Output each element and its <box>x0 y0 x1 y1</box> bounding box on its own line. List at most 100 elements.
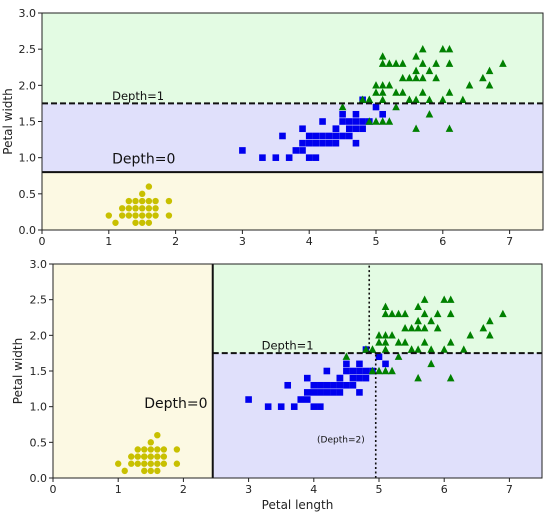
versicolor-point <box>352 110 360 118</box>
depth-annotation: Depth=1 <box>262 339 314 353</box>
y-tick-label: 3.0 <box>30 258 48 271</box>
virginica-point <box>420 295 429 303</box>
versicolor-point <box>356 389 363 396</box>
setosa-point <box>152 197 159 205</box>
versicolor-point <box>356 367 363 375</box>
versicolor-point <box>343 360 350 368</box>
virginica-point <box>378 52 387 60</box>
y-tick-label: 2.0 <box>19 79 37 92</box>
setosa-point <box>139 212 146 219</box>
depth-annotation: (Depth=2) <box>317 435 365 445</box>
virginica-point <box>485 66 494 75</box>
virginica-point <box>372 81 380 89</box>
virginica-point <box>394 309 403 318</box>
virginica-point <box>368 366 377 375</box>
virginica-point <box>378 81 387 89</box>
virginica-point <box>418 88 427 96</box>
versicolor-point <box>279 132 286 140</box>
setosa-point <box>145 219 153 226</box>
setosa-point <box>139 190 146 198</box>
setosa-point <box>139 219 146 226</box>
versicolor-point <box>312 132 320 140</box>
virginica-point <box>412 52 420 60</box>
setosa-point <box>165 212 173 219</box>
versicolor-point <box>323 367 331 375</box>
virginica-point <box>466 331 475 339</box>
versicolor-point <box>330 381 337 389</box>
setosa-point <box>173 460 181 467</box>
virginica-point <box>459 345 468 353</box>
depth-annotation: Depth=1 <box>112 89 164 103</box>
setosa-point <box>139 205 146 212</box>
y-tick-label: 0.0 <box>30 472 48 485</box>
virginica-point <box>420 324 429 332</box>
versicolor-point <box>239 147 246 154</box>
versicolor-point <box>317 403 324 410</box>
virginica-point <box>485 81 494 89</box>
x-tick-label: 0 <box>39 235 46 248</box>
versicolor-point <box>332 125 340 133</box>
virginica-point <box>381 302 390 310</box>
x-tick-label: 1 <box>105 235 112 248</box>
setosa-point <box>160 446 168 453</box>
setosa-point <box>145 205 153 212</box>
setosa-point <box>141 446 148 453</box>
virginica-point <box>439 95 447 103</box>
y-tick-label: 1.0 <box>19 152 37 165</box>
versicolor-point <box>352 118 360 125</box>
virginica-point <box>407 324 416 332</box>
setosa-point <box>128 460 135 467</box>
virginica-point <box>412 66 420 75</box>
decision-region <box>42 103 543 173</box>
y-axis-label: Petal width <box>1 88 15 154</box>
versicolor-point <box>312 139 320 147</box>
y-axis-label: Petal width <box>11 338 25 404</box>
x-tick-label: 4 <box>310 483 317 496</box>
setosa-point <box>118 212 126 219</box>
virginica-point <box>486 331 494 339</box>
y-tick-label: 3.0 <box>19 7 37 20</box>
virginica-point <box>372 117 380 125</box>
y-tick-label: 1.5 <box>30 365 48 378</box>
versicolor-point <box>362 367 370 375</box>
x-tick-label: 0 <box>50 483 57 496</box>
setosa-point <box>115 460 122 467</box>
versicolor-point <box>349 374 357 382</box>
versicolor-point <box>349 367 357 375</box>
versicolor-point <box>332 132 340 140</box>
versicolor-point <box>272 154 280 161</box>
virginica-point <box>381 331 390 339</box>
virginica-point <box>440 345 448 353</box>
setosa-point <box>152 212 159 219</box>
decision-boundary-chart-bottom: Depth=0 Depth=1 (Depth=2) 0 1 2 3 4 5 6 7 0.0 0.5 1.0… <box>11 258 543 512</box>
virginica-point <box>365 117 374 125</box>
virginica-point <box>439 44 447 53</box>
versicolor-point <box>345 118 353 125</box>
setosa-point <box>105 212 113 219</box>
y-tick-label: 0.5 <box>30 436 48 449</box>
versicolor-point <box>310 403 318 410</box>
versicolor-point <box>339 132 346 140</box>
virginica-point <box>418 44 427 53</box>
setosa-point <box>147 439 154 446</box>
versicolor-point <box>336 374 344 382</box>
setosa-point <box>154 467 161 475</box>
setosa-point <box>141 460 148 467</box>
virginica-point <box>401 324 409 332</box>
virginica-point <box>401 309 409 318</box>
virginica-point <box>385 81 394 89</box>
setosa-point <box>132 212 139 219</box>
virginica-point <box>412 95 420 103</box>
decision-region <box>42 13 543 104</box>
setosa-point <box>139 197 146 205</box>
virginica-point <box>358 95 367 103</box>
virginica-point <box>433 309 442 318</box>
y-tick-label: 0.0 <box>19 224 37 237</box>
versicolor-point <box>310 381 318 389</box>
x-tick-label: 7 <box>506 483 513 496</box>
virginica-point <box>368 345 377 353</box>
virginica-point <box>392 102 400 111</box>
virginica-point <box>425 110 434 118</box>
decision-region <box>53 264 213 478</box>
virginica-point <box>414 316 422 325</box>
